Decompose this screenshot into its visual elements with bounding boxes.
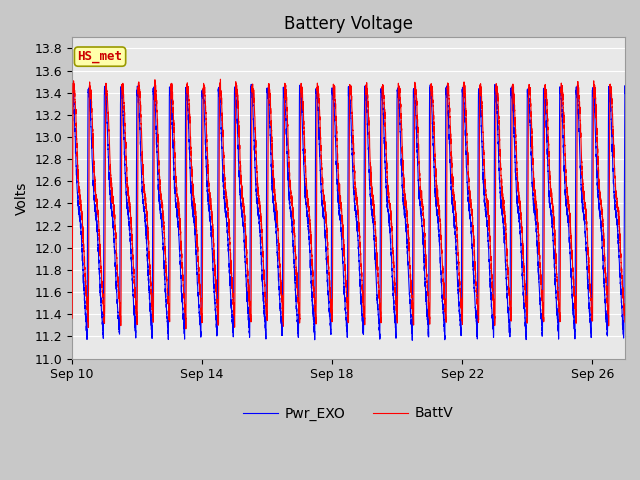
BattV — [68, 315, 76, 321]
BattV — [513, 161, 520, 167]
BattV — [621, 319, 629, 325]
Pwr_EXO — [407, 318, 415, 324]
BattV — [621, 316, 628, 322]
BattV — [316, 108, 323, 113]
Pwr_EXO — [621, 88, 628, 94]
Pwr_EXO — [75, 206, 83, 212]
Text: HS_met: HS_met — [77, 50, 122, 63]
Pwr_EXO — [621, 91, 629, 96]
Pwr_EXO — [513, 190, 520, 195]
BattV — [75, 188, 83, 194]
BattV — [182, 326, 189, 332]
Pwr_EXO — [408, 337, 416, 343]
Pwr_EXO — [68, 86, 76, 92]
Pwr_EXO — [248, 82, 255, 87]
BattV — [408, 286, 415, 291]
Pwr_EXO — [316, 142, 323, 147]
Pwr_EXO — [190, 216, 198, 222]
Line: BattV: BattV — [72, 79, 625, 329]
Y-axis label: Volts: Volts — [15, 181, 29, 215]
Title: Battery Voltage: Battery Voltage — [284, 15, 413, 33]
Legend: Pwr_EXO, BattV: Pwr_EXO, BattV — [237, 401, 460, 426]
Line: Pwr_EXO: Pwr_EXO — [72, 84, 625, 340]
BattV — [216, 76, 224, 82]
BattV — [190, 197, 198, 203]
